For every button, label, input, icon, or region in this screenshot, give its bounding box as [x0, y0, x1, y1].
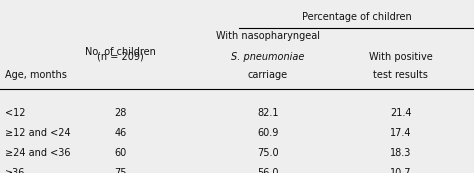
Text: carriage: carriage [248, 70, 288, 80]
Text: Age, months: Age, months [5, 70, 67, 80]
Text: No. of children: No. of children [85, 47, 156, 57]
Text: 10.7: 10.7 [390, 168, 411, 173]
Text: 75.0: 75.0 [257, 148, 279, 158]
Text: 28: 28 [115, 108, 127, 118]
Text: 17.4: 17.4 [390, 128, 411, 138]
Text: <12: <12 [5, 108, 25, 118]
Text: 46: 46 [115, 128, 127, 138]
Text: 18.3: 18.3 [390, 148, 411, 158]
Text: S. pneumoniae: S. pneumoniae [231, 52, 304, 62]
Text: 60.9: 60.9 [257, 128, 279, 138]
Text: 21.4: 21.4 [390, 108, 411, 118]
Text: Percentage of children: Percentage of children [302, 12, 411, 22]
Text: ≥12 and <24: ≥12 and <24 [5, 128, 70, 138]
Text: (n = 209): (n = 209) [98, 52, 144, 62]
Text: test results: test results [373, 70, 428, 80]
Text: ≥36: ≥36 [5, 168, 25, 173]
Text: 56.0: 56.0 [257, 168, 279, 173]
Text: 75: 75 [115, 168, 127, 173]
Text: With positive: With positive [369, 52, 432, 62]
Text: With nasopharyngeal: With nasopharyngeal [216, 31, 320, 41]
Text: 82.1: 82.1 [257, 108, 279, 118]
Text: ≥24 and <36: ≥24 and <36 [5, 148, 70, 158]
Text: 60: 60 [115, 148, 127, 158]
